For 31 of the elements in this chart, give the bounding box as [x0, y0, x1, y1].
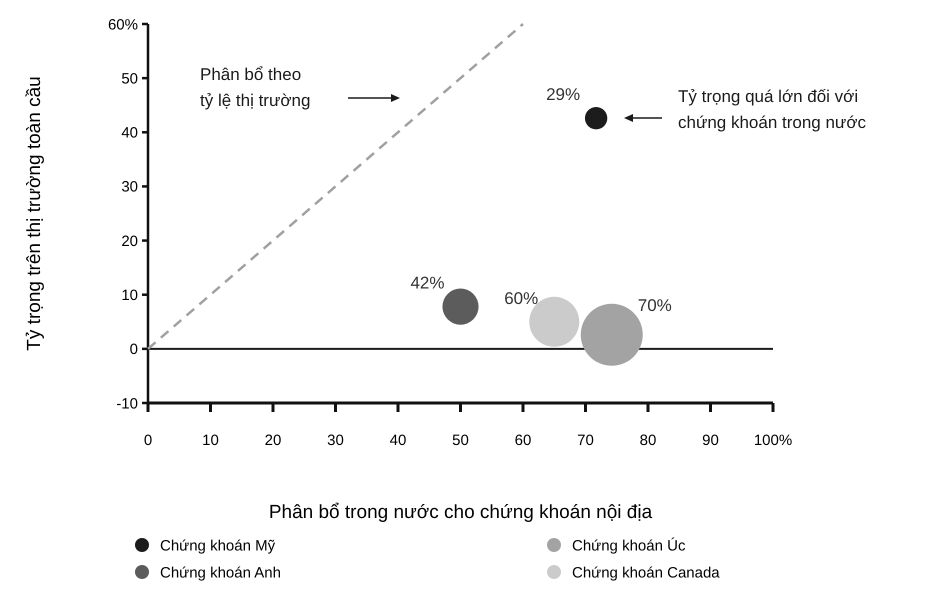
- x-tick-label: 60: [514, 432, 532, 449]
- x-tick-label: 40: [390, 432, 406, 449]
- x-tick-label: 10: [202, 432, 219, 449]
- annotation: 29%: [546, 85, 580, 104]
- y-axis-title: Tỷ trọng trên thị trường toàn cầu: [24, 76, 45, 351]
- y-tick-label: 50: [121, 70, 138, 88]
- x-tick-label: 90: [702, 432, 719, 449]
- annotation: 70%: [638, 296, 672, 315]
- x-tick-label: 0: [144, 432, 152, 449]
- legend-label: Chứng khoán Úc: [572, 536, 686, 554]
- x-axis-title: Phân bổ trong nước cho chứng khoán nội địa: [268, 502, 653, 523]
- x-tick-label: 50: [452, 432, 469, 449]
- y-tick-label: 20: [121, 232, 138, 250]
- annotation: 60%: [504, 288, 538, 308]
- legend-label: Chứng khoán Canada: [572, 564, 720, 582]
- legend-label: Chứng khoán Anh: [160, 564, 281, 582]
- y-tick-label: 0: [130, 341, 138, 358]
- x-tick-label: 80: [640, 432, 656, 449]
- x-tick-label: 100%: [754, 432, 792, 449]
- y-tick-label: 40: [121, 124, 138, 142]
- y-tick-label: 10: [121, 286, 138, 304]
- x-tick-label: 70: [577, 432, 594, 449]
- x-tick-label: 30: [327, 432, 344, 449]
- annotation: Phân bổ theo tỷ lệ thị trường: [200, 65, 310, 110]
- y-tick-label: 30: [121, 178, 138, 196]
- legend-label: Chứng khoán Mỹ: [160, 537, 276, 554]
- x-tick-label: 20: [264, 432, 282, 449]
- annotation: Tỷ trọng quá lớn đối với chứng khoán trong nước: [678, 87, 866, 132]
- y-tick-label: -10: [116, 395, 138, 412]
- y-tick-label: 60%: [108, 16, 138, 34]
- annotation: 42%: [410, 274, 444, 293]
